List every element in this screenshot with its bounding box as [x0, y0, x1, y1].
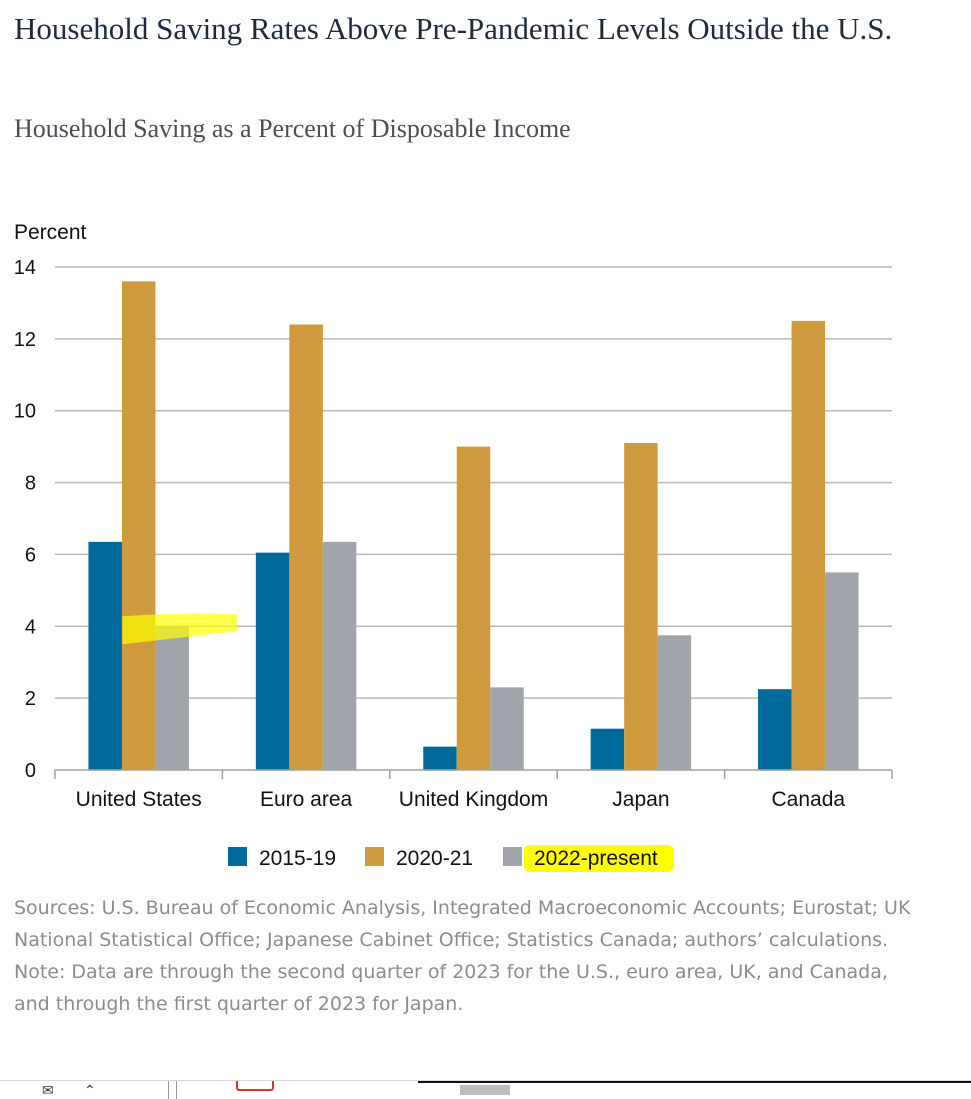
- x-tick-label: United States: [76, 788, 202, 811]
- legend-label: 2020-21: [396, 847, 473, 870]
- bar-2015-19-japan: [590, 728, 625, 770]
- note-text: Note: Data are through the second quarte…: [14, 961, 888, 1015]
- bar-2020-21-japan: [624, 443, 658, 770]
- y-tick-label: 4: [25, 616, 36, 638]
- pdf-icon[interactable]: [236, 1081, 274, 1091]
- window-edge: [418, 1081, 971, 1083]
- chart-title: Household Saving Rates Above Pre-Pandemi…: [14, 11, 893, 46]
- bar-marks: [88, 281, 859, 770]
- bar-2022-present-euro-area: [322, 541, 357, 770]
- bar-2020-21-canada: [791, 320, 826, 770]
- bar-2015-19-canada: [758, 689, 792, 770]
- bar-2020-21-united-states: [121, 281, 156, 770]
- double-chevron-up-icon[interactable]: ⌃: [84, 1082, 96, 1098]
- bar-2022-present-canada: [825, 572, 859, 770]
- y-tick-label: 0: [25, 760, 36, 782]
- legend-swatch: [228, 847, 247, 866]
- bar-2015-19-euro-area: [255, 552, 290, 770]
- legend-highlight: [524, 845, 674, 872]
- window-thumbnail[interactable]: [460, 1085, 510, 1095]
- legend-swatch: [365, 847, 384, 866]
- legend-item-2022-present: 2022-present: [503, 845, 674, 872]
- taskbar-divider: [176, 1081, 177, 1099]
- bar-2015-19-united-kingdom: [423, 746, 457, 770]
- y-tick-labels: 0 2 4 6 8 10 12 14: [14, 257, 36, 782]
- x-tick-label: Canada: [772, 788, 846, 811]
- legend-item-2020-21: 2020-21: [365, 847, 473, 870]
- bar-2022-present-united-kingdom: [490, 687, 524, 770]
- y-tick-label: 12: [14, 329, 36, 351]
- chart-subtitle: Household Saving as a Percent of Disposa…: [14, 114, 571, 143]
- bar-2022-present-japan: [657, 635, 692, 770]
- bar-2020-21-euro-area: [289, 324, 323, 770]
- mail-icon[interactable]: ✉: [42, 1082, 54, 1098]
- taskbar-divider: [168, 1081, 169, 1099]
- x-tick-label: Japan: [612, 788, 669, 811]
- legend-label: 2015-19: [259, 847, 336, 870]
- bar-2022-present-united-states: [155, 626, 189, 770]
- x-tick-label: United Kingdom: [399, 788, 548, 811]
- sources-text: Sources: U.S. Bureau of Economic Analysi…: [14, 897, 911, 951]
- chart-notes: Sources: U.S. Bureau of Economic Analysi…: [14, 892, 914, 1020]
- legend: 2015-19 2020-21 2022-present: [228, 845, 674, 872]
- y-axis-label: Percent: [14, 221, 87, 244]
- y-tick-label: 2: [25, 688, 36, 710]
- y-tick-label: 14: [14, 257, 36, 279]
- x-axis: [54, 769, 893, 779]
- y-tick-label: 6: [25, 544, 36, 566]
- y-tick-label: 10: [14, 401, 36, 423]
- x-tick-labels: United States Euro area United Kingdom Japa…: [76, 788, 846, 811]
- taskbar: ✉ ⌃: [0, 1080, 971, 1099]
- highlighter-mark: [122, 613, 237, 645]
- y-tick-label: 8: [25, 473, 36, 495]
- bar-2015-19-united-states: [88, 541, 122, 770]
- x-tick-label: Euro area: [260, 788, 353, 811]
- highlight-layer: [122, 613, 237, 645]
- legend-label: 2022-present: [534, 847, 658, 870]
- bar-chart: Percent 0 2 4 6 8 10 12 14 United States Euro ar…: [14, 221, 893, 872]
- legend-item-2015-19: 2015-19: [228, 847, 336, 870]
- legend-swatch: [503, 847, 522, 866]
- bar-2020-21-united-kingdom: [456, 446, 491, 770]
